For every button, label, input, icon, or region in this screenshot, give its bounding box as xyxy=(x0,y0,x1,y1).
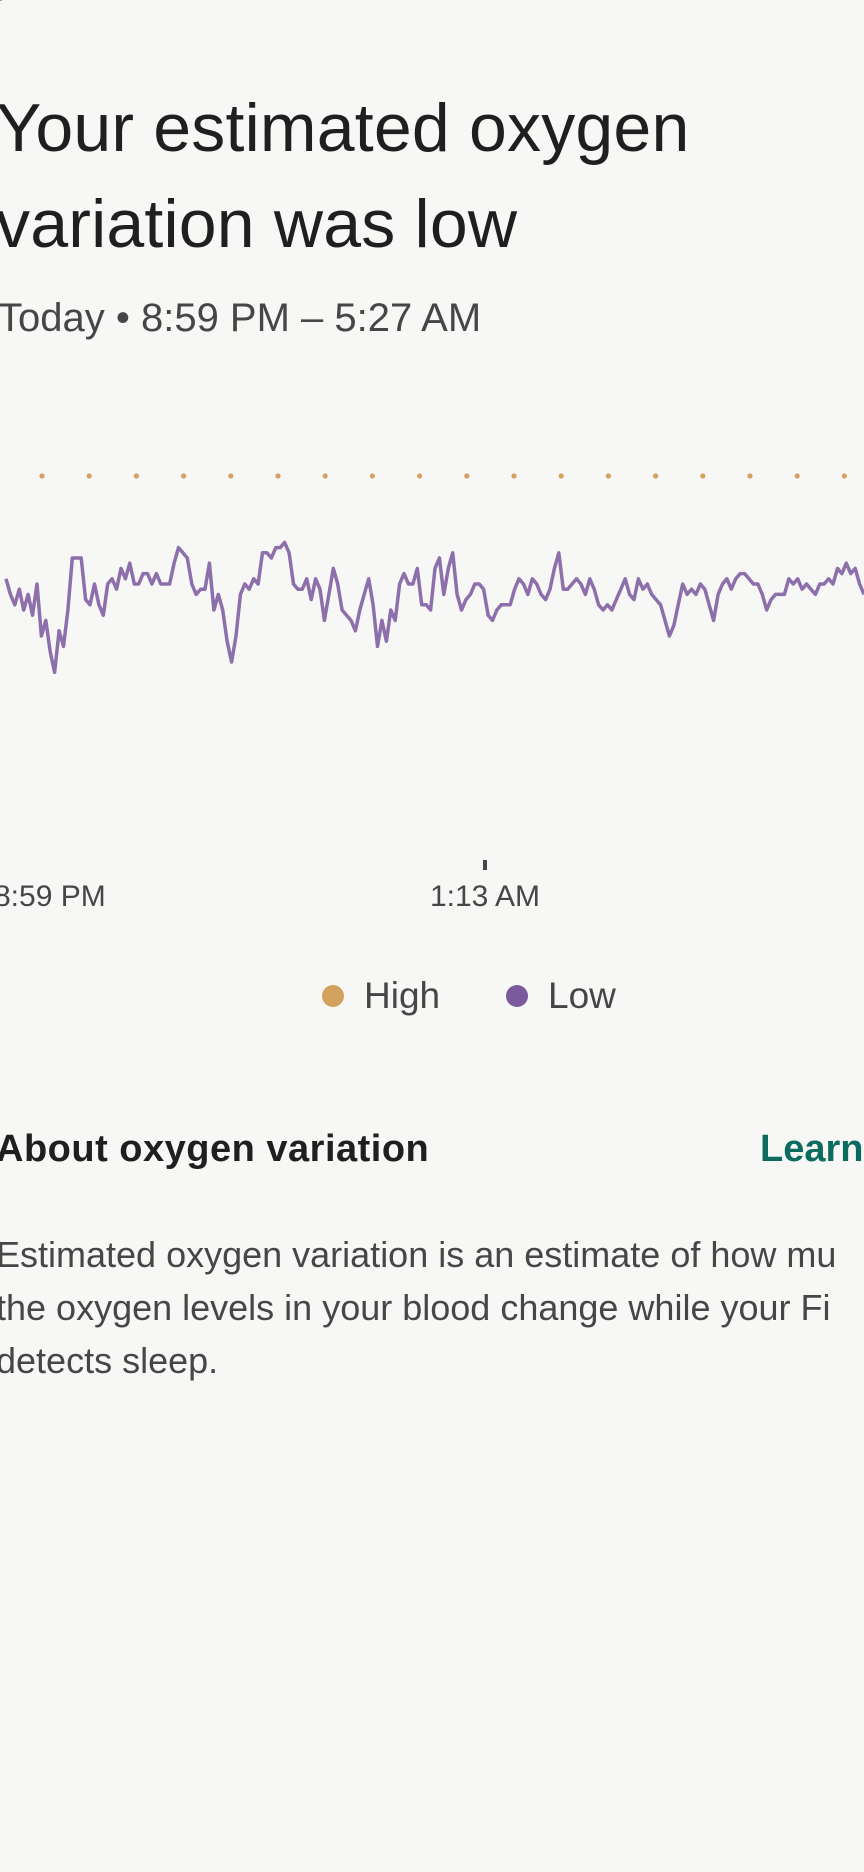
high-threshold-dot xyxy=(605,473,612,479)
legend-label-low: Low xyxy=(548,975,616,1016)
x-tick-label-start: 8:59 PM xyxy=(0,880,106,910)
high-threshold-dot xyxy=(653,473,659,479)
low-series-line xyxy=(4,540,864,675)
high-threshold-dot xyxy=(558,473,564,479)
high-threshold-dot xyxy=(511,473,517,479)
high-threshold-dot xyxy=(39,473,45,479)
learn-more-link[interactable]: Learn xyxy=(760,1128,864,1170)
high-threshold-dot xyxy=(417,473,423,479)
page-title: Your estimated oxygen variation was low xyxy=(0,80,689,272)
high-threshold-dot xyxy=(747,473,753,479)
date-range: Today • 8:59 PM – 5:27 AM xyxy=(0,296,482,340)
high-threshold-dot xyxy=(86,473,92,479)
high-threshold-dot xyxy=(464,473,470,479)
page-title-line-1: Your estimated oxygen xyxy=(0,90,690,166)
high-threshold-dot xyxy=(322,473,328,479)
legend-item-high: High xyxy=(322,975,440,1017)
high-threshold-dot xyxy=(841,473,848,479)
legend-dot-high xyxy=(322,985,344,1007)
high-threshold-dot xyxy=(228,473,234,479)
high-threshold-dot xyxy=(700,473,706,479)
legend-item-low: Low xyxy=(506,975,616,1017)
high-threshold-dot xyxy=(369,473,375,479)
page-title-line-2: variation was low xyxy=(0,186,518,262)
about-description: Estimated oxygen variation is an estimat… xyxy=(0,1228,864,1387)
high-threshold-dot xyxy=(181,473,187,479)
about-description-line-3: detects sleep. xyxy=(0,1340,219,1381)
high-threshold-dot xyxy=(794,473,800,479)
legend-dot-low xyxy=(506,985,528,1007)
legend-label-high: High xyxy=(364,975,441,1016)
about-description-line-1: Estimated oxygen variation is an estimat… xyxy=(0,1234,837,1275)
chart-legend: High Low xyxy=(0,975,864,1025)
high-threshold-dots xyxy=(39,473,848,479)
about-section-title: About oxygen variation xyxy=(0,1128,430,1170)
oxygen-variation-chart: 8:59 PM 1:13 AM xyxy=(0,473,864,910)
x-tick-label-mid: 1:13 AM xyxy=(430,880,540,910)
x-tick-mark xyxy=(483,860,487,870)
back-arrow-icon[interactable] xyxy=(0,0,14,10)
high-threshold-dot xyxy=(133,473,139,479)
high-threshold-dot xyxy=(275,473,281,479)
about-description-line-2: the oxygen levels in your blood change w… xyxy=(0,1287,831,1328)
